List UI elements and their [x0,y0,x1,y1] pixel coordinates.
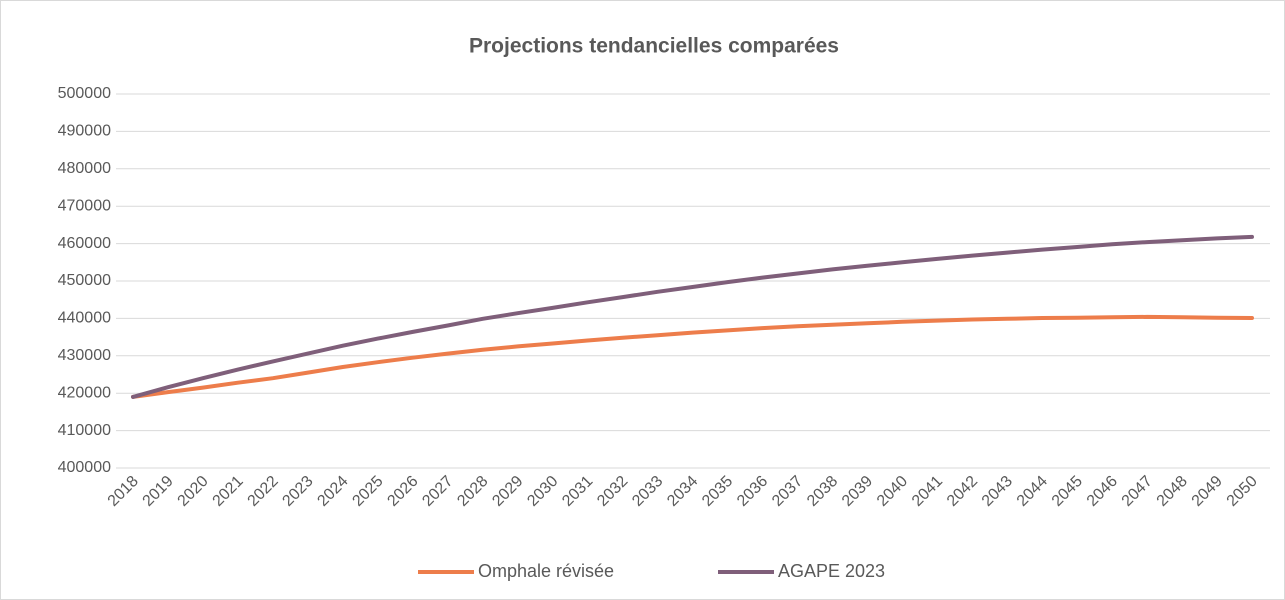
y-tick-label: 450000 [58,272,111,289]
y-tick-label: 490000 [58,123,111,140]
y-tick-label: 420000 [58,384,111,401]
series-line [131,234,1254,399]
legend-label: AGAPE 2023 [778,561,885,581]
y-tick-label: 400000 [58,459,111,476]
y-tick-label: 500000 [58,85,111,102]
series-line [131,314,1254,399]
y-tick-label: 410000 [58,422,111,439]
legend-label: Omphale révisée [478,561,614,581]
chart-title: Projections tendancielles comparées [469,35,839,58]
y-tick-label: 430000 [58,347,111,364]
y-tick-label: 440000 [58,310,111,327]
y-tick-label: 480000 [58,160,111,177]
y-tick-label: 470000 [58,197,111,214]
y-tick-label: 460000 [58,235,111,252]
